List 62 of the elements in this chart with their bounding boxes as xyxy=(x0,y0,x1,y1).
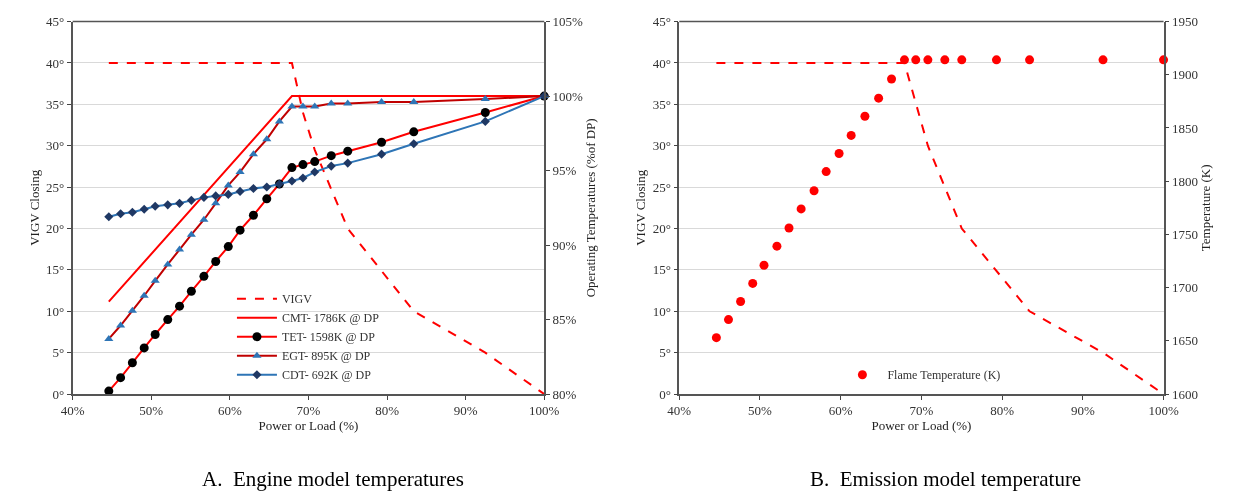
x-tick-label: 50% xyxy=(748,403,773,419)
y2-tick-label: 90% xyxy=(552,237,577,253)
legend-label: TET- 1598K @ DP xyxy=(281,330,376,345)
y2-tick-label: 1950 xyxy=(1171,14,1198,30)
y-tick-label: 10° xyxy=(652,303,671,319)
x-tick-label: 60% xyxy=(217,403,242,419)
x-tick-label: 90% xyxy=(1070,403,1095,419)
legend-label: CDT- 692K @ DP xyxy=(281,368,372,383)
y-tick-label: 10° xyxy=(46,303,65,319)
x-tick-label: 100% xyxy=(1148,403,1179,419)
y-tick-label: 20° xyxy=(652,221,671,237)
y-tick-label: 30° xyxy=(652,138,671,154)
y-tick-label: 5° xyxy=(52,345,65,361)
text: A. Engine model temperatures xyxy=(202,467,464,491)
legend-label: EGT- 895K @ DP xyxy=(281,349,371,364)
y2-axis-title: Operating Temperatures (%of DP) xyxy=(583,118,599,298)
y-tick-label: 45° xyxy=(652,14,671,30)
x-tick-label: 60% xyxy=(828,403,853,419)
y2-tick-label: 1600 xyxy=(1171,386,1198,402)
y-tick-label: 30° xyxy=(46,138,65,154)
y2-axis-title: Temperature (K) xyxy=(1198,164,1214,252)
y2-tick-label: 100% xyxy=(552,88,584,104)
y2-tick-label: 1650 xyxy=(1171,333,1198,349)
y-tick-label: 40° xyxy=(46,55,65,71)
y-axis-title: VIGV Closing xyxy=(26,169,42,246)
y2-tick-label: 80% xyxy=(552,386,577,402)
x-tick-label: 40% xyxy=(60,403,85,419)
legend-label: Flame Temperature (K) xyxy=(887,368,1001,383)
y-axis-title: VIGV Closing xyxy=(633,169,649,246)
x-tick-label: 90% xyxy=(453,403,478,419)
y-tick-label: 15° xyxy=(652,262,671,278)
legend-label: VIGV xyxy=(281,292,313,307)
y-tick-label: 20° xyxy=(46,221,65,237)
x-tick-label: 70% xyxy=(909,403,934,419)
y-tick-label: 0° xyxy=(52,386,65,402)
y-tick-label: 5° xyxy=(659,345,671,361)
y2-tick-label: 105% xyxy=(552,14,584,30)
y2-tick-label: 1900 xyxy=(1171,67,1198,83)
x-tick-label: 100% xyxy=(529,403,560,419)
y2-tick-label: 1850 xyxy=(1171,120,1198,136)
y-tick-label: 15° xyxy=(46,262,65,278)
text: B. Emission model temperature xyxy=(810,467,1082,491)
x-tick-label: 70% xyxy=(296,403,321,419)
y2-tick-label: 1800 xyxy=(1171,173,1198,189)
x-tick-label: 80% xyxy=(990,403,1015,419)
y-tick-label: 35° xyxy=(46,96,65,112)
x-tick-label: 50% xyxy=(139,403,164,419)
y-tick-label: 0° xyxy=(659,386,671,402)
y2-tick-label: 1700 xyxy=(1171,280,1198,296)
y-tick-label: 25° xyxy=(652,179,671,195)
y-tick-label: 35° xyxy=(652,96,671,112)
legend-label: CMT- 1786K @ DP xyxy=(281,311,380,326)
x-tick-label: 40% xyxy=(667,403,692,419)
y-tick-label: 45° xyxy=(46,14,65,30)
y-tick-label: 25° xyxy=(46,179,65,195)
y-tick-label: 40° xyxy=(652,55,671,71)
x-axis-title: Power or Load (%) xyxy=(258,418,359,434)
x-tick-label: 80% xyxy=(375,403,400,419)
y2-tick-label: 85% xyxy=(552,312,577,328)
x-axis-title: Power or Load (%) xyxy=(871,418,972,434)
y2-tick-label: 95% xyxy=(552,163,577,179)
y2-tick-label: 1750 xyxy=(1171,226,1198,242)
